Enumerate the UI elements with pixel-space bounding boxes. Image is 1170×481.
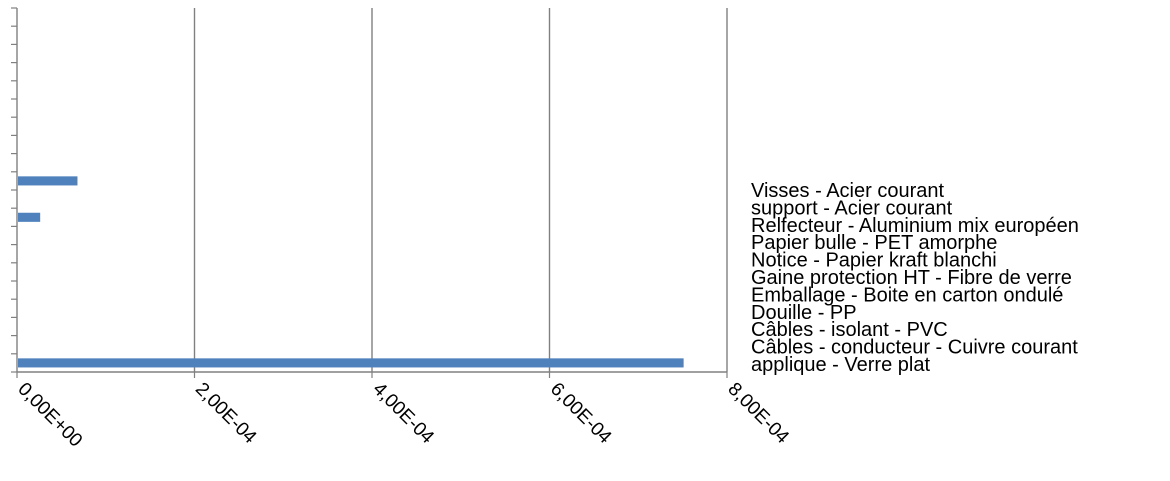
x-tick-labels: 0,00E+00 2,00E-04 4,00E-04 6,00E-04 8,00E-04 — [13, 379, 793, 452]
bar-0: applique - Verre plat — [18, 358, 684, 368]
grid-lines — [193, 8, 728, 372]
x-tick-label-3: 6,00E-04 — [546, 379, 616, 449]
x-tick-label-0: 0,00E+00 — [13, 379, 86, 452]
bar-4: Emballage - Boite en carton ondulé — [18, 212, 41, 222]
legend-entry-4: Emballage - Boite en carton ondulé — [751, 284, 1063, 306]
legend-entry-8: Relfecteur - Aluminium mix européen — [751, 215, 1079, 237]
legend-entry-9: support - Acier courant — [751, 197, 953, 219]
legend-entry-1: Câbles - conducteur - Cuivre courant — [751, 337, 1078, 359]
x-tick-label-1: 2,00E-04 — [191, 379, 261, 449]
legend-entry-10: Visses - Acier courant — [751, 180, 944, 202]
legend-entry-0: applique - Verre plat — [751, 354, 930, 376]
legend-entry-5: Gaine protection HT - Fibre de verre — [751, 267, 1072, 289]
legend-entry-3: Douille - PP — [751, 302, 857, 324]
bar-5: Gaine protection HT - Fibre de verre — [18, 176, 78, 186]
x-tick-label-4: 8,00E-04 — [723, 379, 793, 449]
axes — [11, 7, 728, 378]
legend-entry-6: Notice - Papier kraft blanchi — [751, 250, 997, 272]
legend-entry-7: Papier bulle - PET amorphe — [751, 232, 997, 254]
legend-entry-2: Câbles - isolant - PVC — [751, 319, 948, 341]
x-tick-label-2: 4,00E-04 — [368, 379, 438, 449]
